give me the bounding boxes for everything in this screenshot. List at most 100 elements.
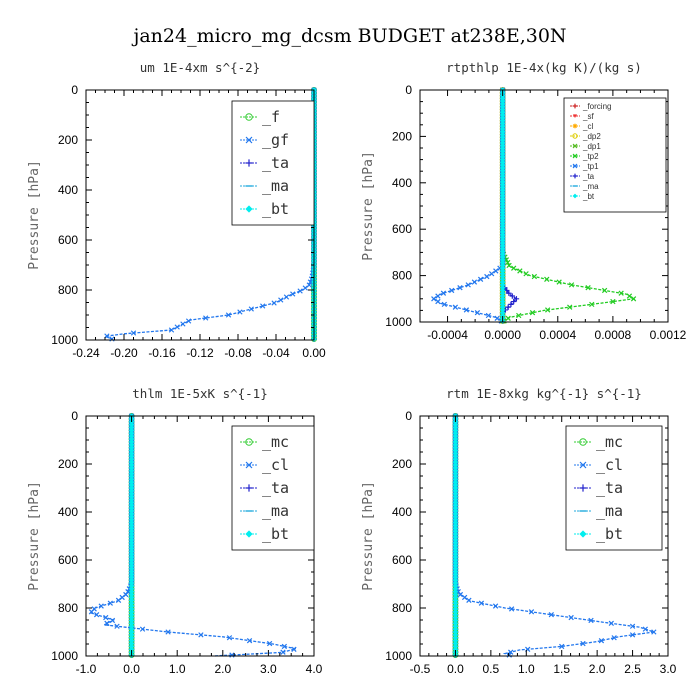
legend-marker bbox=[572, 133, 578, 139]
data-point bbox=[629, 623, 636, 629]
data-point bbox=[499, 131, 506, 138]
data-point bbox=[128, 574, 135, 580]
data-point bbox=[499, 159, 506, 166]
data-point bbox=[128, 522, 135, 529]
data-point bbox=[128, 583, 135, 589]
data-point bbox=[93, 612, 100, 618]
data-point bbox=[128, 476, 135, 483]
data-point bbox=[139, 626, 146, 632]
data-point bbox=[499, 109, 506, 115]
data-point bbox=[128, 439, 135, 445]
data-point bbox=[499, 181, 506, 188]
data-point bbox=[452, 620, 459, 627]
data-point bbox=[114, 623, 120, 629]
data-point bbox=[651, 629, 657, 635]
data-point bbox=[128, 499, 135, 506]
data-point bbox=[168, 327, 175, 333]
data-point bbox=[499, 112, 506, 118]
x-tick-label: 1.0 bbox=[169, 662, 186, 676]
panel-title: thlm 1E-5xK s^{-1} bbox=[132, 386, 267, 401]
legend: _mc _cl _ta _ma _bt bbox=[565, 425, 663, 551]
y-tick-label: 1000 bbox=[51, 333, 78, 347]
data-point bbox=[452, 577, 459, 583]
data-point bbox=[588, 617, 594, 624]
y-tick-label: 200 bbox=[58, 133, 78, 147]
data-point bbox=[128, 465, 135, 471]
data-point bbox=[506, 262, 512, 269]
legend-marker bbox=[245, 136, 253, 144]
x-tick-label: 3.0 bbox=[660, 662, 677, 676]
data-point bbox=[452, 629, 459, 635]
data-point bbox=[128, 528, 135, 534]
data-point bbox=[499, 156, 506, 163]
data-point bbox=[499, 310, 506, 316]
data-point bbox=[465, 282, 471, 288]
data-point bbox=[509, 293, 516, 299]
data-point bbox=[198, 632, 204, 638]
data-point bbox=[452, 444, 459, 451]
data-point bbox=[452, 531, 459, 537]
data-point bbox=[104, 620, 110, 627]
legend-label: _dp2 bbox=[582, 132, 601, 141]
data-point bbox=[431, 296, 437, 302]
data-point bbox=[452, 519, 459, 526]
data-point bbox=[499, 234, 506, 241]
data-point bbox=[128, 580, 135, 586]
data-point bbox=[128, 557, 135, 563]
data-point bbox=[452, 427, 459, 434]
data-point bbox=[128, 568, 135, 575]
series-tp1 bbox=[431, 87, 506, 324]
data-point bbox=[452, 488, 459, 494]
data-point bbox=[499, 201, 506, 207]
data-point bbox=[548, 612, 554, 618]
data-point bbox=[452, 473, 459, 480]
data-point bbox=[128, 614, 135, 621]
data-point bbox=[499, 262, 506, 269]
data-point bbox=[580, 640, 586, 647]
legend-label: _bt bbox=[582, 192, 595, 201]
data-point bbox=[128, 453, 135, 460]
data-point bbox=[128, 609, 135, 615]
y-tick-label: 800 bbox=[392, 269, 412, 283]
data-point bbox=[544, 307, 551, 313]
data-point bbox=[499, 193, 506, 199]
data-point bbox=[492, 603, 499, 609]
legend-label: _cl bbox=[596, 456, 623, 474]
data-point bbox=[499, 271, 506, 277]
legend-label: _ma bbox=[262, 177, 289, 195]
data-point bbox=[499, 151, 506, 157]
panel-3: thlm 1E-5xK s^{-1} Pressure [hPa] 0 200 400 6… bbox=[27, 386, 323, 676]
data-point bbox=[306, 282, 312, 288]
legend-marker bbox=[572, 163, 578, 169]
data-point bbox=[499, 215, 506, 221]
data-point bbox=[499, 240, 506, 246]
data-point bbox=[128, 643, 135, 650]
data-point bbox=[499, 195, 506, 202]
data-point bbox=[452, 447, 459, 454]
data-point bbox=[128, 560, 135, 566]
data-point bbox=[544, 276, 550, 282]
data-point bbox=[278, 297, 284, 303]
legend-label: _cl bbox=[582, 122, 593, 131]
data-point bbox=[452, 643, 459, 650]
data-point bbox=[452, 453, 459, 460]
legend: _f _gf _ta _ma _bt bbox=[231, 100, 315, 226]
data-point bbox=[128, 493, 135, 500]
data-point bbox=[618, 290, 624, 296]
data-point bbox=[452, 640, 459, 647]
data-point bbox=[88, 609, 95, 615]
data-point bbox=[128, 545, 135, 552]
data-point bbox=[246, 637, 253, 644]
x-tick-label: 4.0 bbox=[306, 662, 323, 676]
data-point bbox=[559, 643, 565, 650]
data-point bbox=[109, 617, 116, 624]
data-point bbox=[452, 456, 459, 462]
legend-marker bbox=[572, 193, 578, 199]
legend-label: _gf bbox=[262, 131, 289, 149]
data-point bbox=[128, 456, 135, 462]
data-point bbox=[499, 282, 506, 288]
data-point bbox=[128, 540, 135, 546]
data-point bbox=[499, 176, 506, 182]
data-point bbox=[128, 623, 135, 629]
panel-title: rtm 1E-8xkg kg^{-1} s^{-1} bbox=[446, 386, 642, 401]
